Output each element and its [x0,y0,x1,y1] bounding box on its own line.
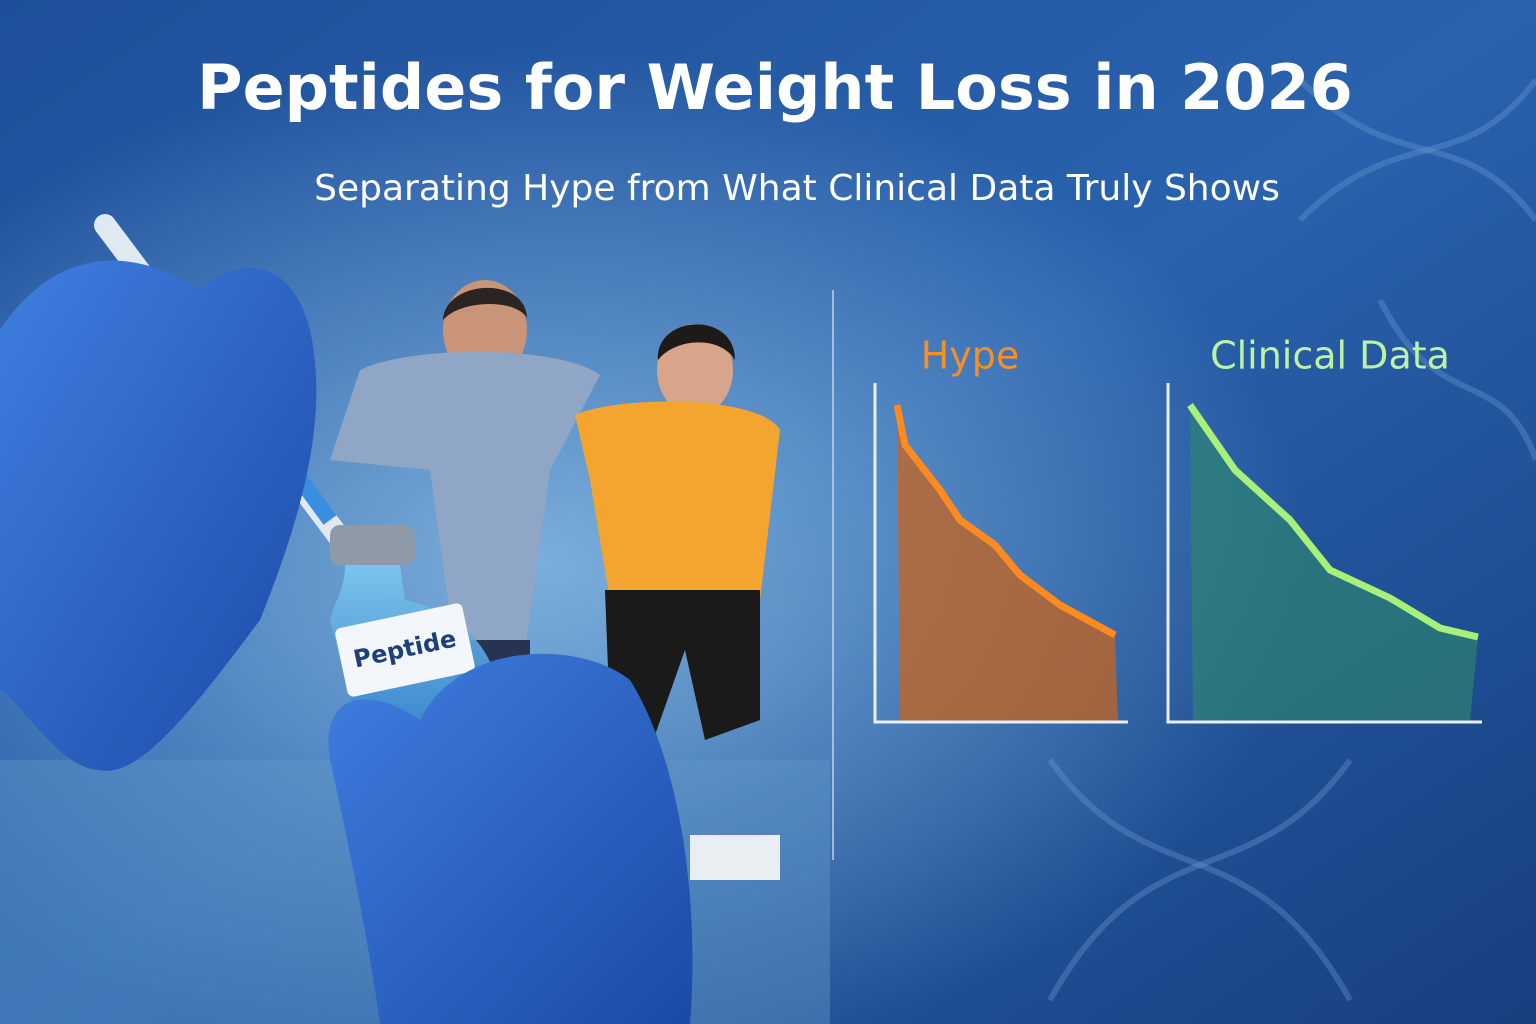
clinical-area [1190,405,1478,722]
left-glove [0,260,317,771]
clinical-chart: Clinical Data [1166,334,1482,724]
hype-title: Hype [921,334,1020,378]
hype-chart: Hype [873,334,1128,724]
woman [575,324,780,880]
title: Peptides for Weight Loss in 2026 [197,51,1353,124]
clinical-axes [1166,383,1482,724]
dna-helix [1047,77,1536,1002]
clinical-title: Clinical Data [1210,334,1450,378]
right-glove [328,653,693,1024]
hype-axes [873,383,1128,724]
clinical-line [1187,403,1479,641]
subtitle: Separating Hype from What Clinical Data … [314,168,1280,209]
hype-line [893,404,1117,639]
